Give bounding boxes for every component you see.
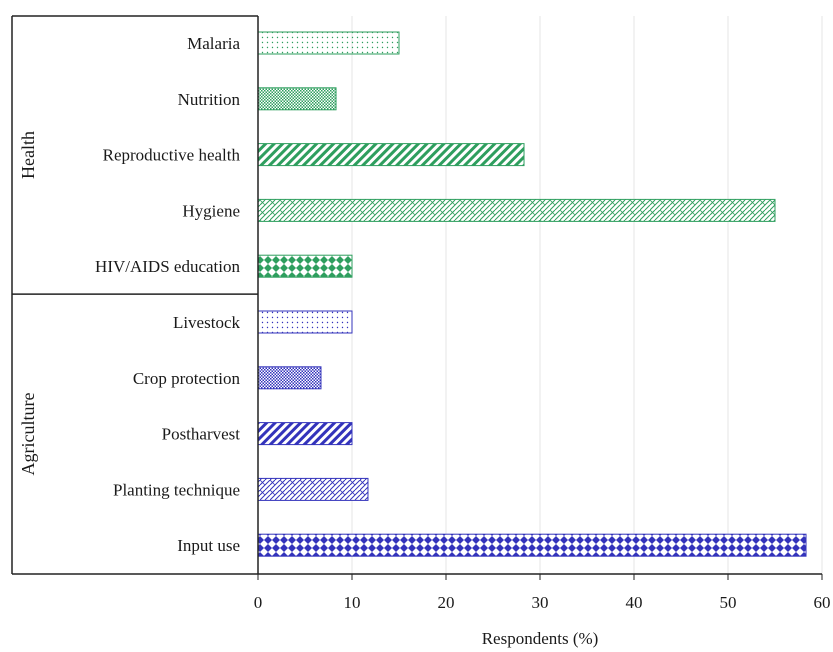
bar-reproductive-health	[257, 143, 525, 167]
category-label: Input use	[177, 536, 240, 555]
bar-livestock	[257, 310, 353, 334]
bar-planting-technique	[257, 477, 369, 501]
bar-crop-protection	[257, 366, 322, 390]
bar-postharvest	[257, 422, 353, 446]
x-tick-label: 50	[720, 593, 737, 612]
bars	[257, 31, 807, 557]
category-label: Nutrition	[178, 90, 241, 109]
category-label: Hygiene	[182, 201, 240, 220]
x-tick-label: 40	[626, 593, 643, 612]
group-label-agriculture: Agriculture	[18, 393, 38, 476]
category-label: Postharvest	[162, 425, 241, 444]
bar-malaria	[257, 31, 400, 55]
x-tick-label: 30	[532, 593, 549, 612]
x-tick-label: 10	[344, 593, 361, 612]
bar-hygiene	[257, 198, 776, 222]
category-label: Malaria	[187, 34, 240, 53]
x-tick-label: 60	[814, 593, 831, 612]
bar-nutrition	[257, 87, 337, 111]
category-label: HIV/AIDS education	[95, 257, 240, 276]
category-labels: Malaria Nutrition Reproductive health Hygie…	[18, 34, 240, 555]
x-tick-labels: 0 10 20 30 40 50 60	[254, 593, 831, 612]
bar-hiv-aids-education	[257, 254, 353, 278]
x-tick-label: 20	[438, 593, 455, 612]
axes	[11, 15, 823, 580]
bar-input-use	[257, 533, 807, 557]
gridlines	[351, 16, 823, 574]
category-label: Planting technique	[113, 480, 240, 499]
category-label: Livestock	[173, 313, 241, 332]
x-tick-label: 0	[254, 593, 263, 612]
group-label-health: Health	[18, 131, 38, 179]
category-label: Reproductive health	[103, 146, 241, 165]
x-axis-title: Respondents (%)	[482, 629, 599, 648]
category-label: Crop protection	[133, 369, 241, 388]
